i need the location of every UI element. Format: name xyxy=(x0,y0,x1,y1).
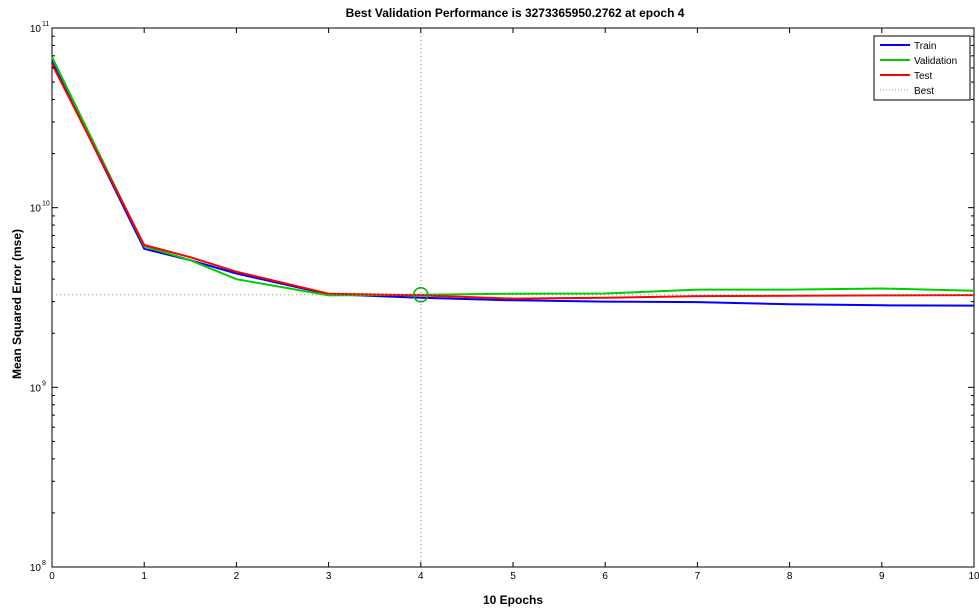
x-tick-label: 6 xyxy=(602,571,608,582)
plot-area xyxy=(51,27,975,568)
y-tick-exponent: 11 xyxy=(42,21,49,28)
x-axis-ticks: 0 1 2 3 4 5 6 7 8 9 10 xyxy=(49,28,979,582)
best-layer xyxy=(52,28,974,567)
x-tick-label: 4 xyxy=(418,571,424,582)
legend-label-train: Train xyxy=(914,41,936,52)
y-tick-label: 10 xyxy=(30,204,42,215)
series-line-test xyxy=(51,63,975,300)
series-line-validation xyxy=(51,56,975,297)
y-tick-base: 10 xyxy=(30,204,42,215)
y-tick-label: 10 xyxy=(30,383,42,394)
x-tick-label: 3 xyxy=(326,571,332,582)
y-tick-exponent: 9 xyxy=(42,380,46,387)
x-tick-label: 10 xyxy=(968,571,979,582)
chart-title: Best Validation Performance is 327336595… xyxy=(346,6,685,20)
y-tick-exponent: 10 xyxy=(42,201,50,208)
x-tick-label: 5 xyxy=(510,571,516,582)
legend-label-test: Test xyxy=(914,71,933,82)
x-tick-label: 7 xyxy=(695,571,701,582)
y-tick-base: 10 xyxy=(30,383,42,394)
x-tick-label: 0 xyxy=(49,571,55,582)
x-tick-label: 9 xyxy=(879,571,885,582)
y-axis-title: Mean Squared Error (mse) xyxy=(10,229,24,379)
x-tick-label: 1 xyxy=(141,571,147,582)
series-layer xyxy=(51,56,975,307)
y-tick-base: 10 xyxy=(30,563,42,574)
y-tick-exponent: 8 xyxy=(42,560,46,567)
x-tick-label: 8 xyxy=(787,571,793,582)
series-line-train xyxy=(51,61,975,307)
y-tick-label: 10 xyxy=(30,563,42,574)
y-tick-label: 10 xyxy=(30,24,42,35)
legend-label-validation: Validation xyxy=(914,56,957,67)
x-axis-title: 10 Epochs xyxy=(483,593,543,607)
y-tick-base: 10 xyxy=(30,24,42,35)
legend-box xyxy=(873,35,971,101)
best-marker xyxy=(413,287,429,303)
x-tick-label: 2 xyxy=(234,571,240,582)
legend-label-best: Best xyxy=(914,86,934,97)
legend: Train Validation Test Best xyxy=(873,35,971,101)
plot-frame xyxy=(51,27,975,568)
